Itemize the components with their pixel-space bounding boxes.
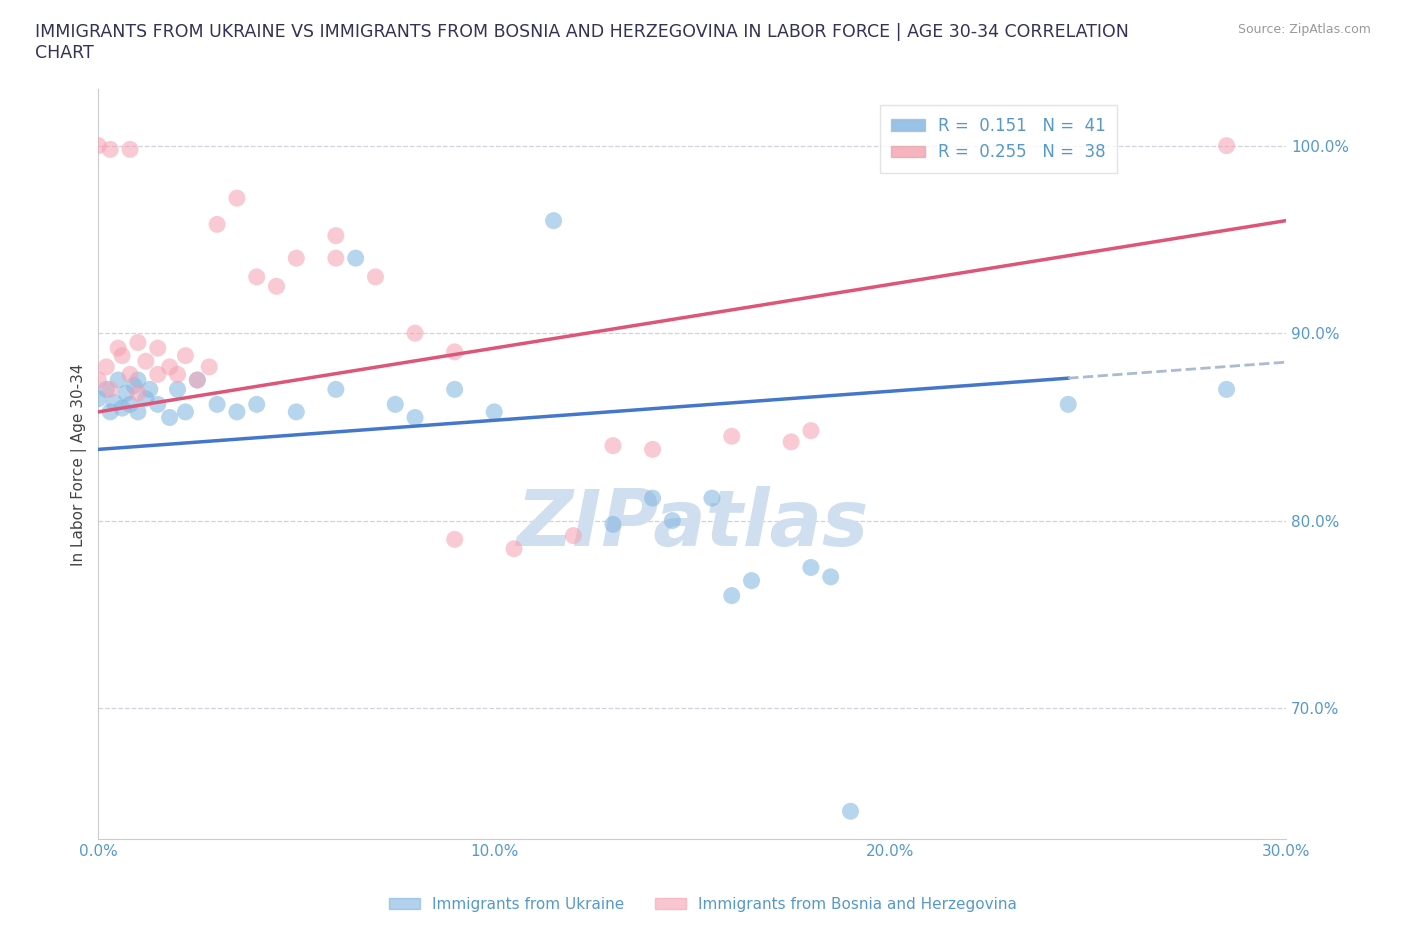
Point (602, 517, 624, 532)
Point (225, 191, 247, 206)
Point (111, 348, 134, 363)
Point (285, 405, 308, 419)
Legend: R =  0.151   N =  41, R =  0.255   N =  38: R = 0.151 N = 41, R = 0.255 N = 38 (880, 105, 1118, 173)
Point (118, 367, 141, 382)
Point (146, 340, 169, 355)
Text: ZIPatlas: ZIPatlas (516, 486, 869, 563)
Point (127, 335, 149, 350)
Point (741, 573, 763, 588)
Point (146, 367, 169, 382)
Point (503, 541, 526, 556)
Point (285, 251, 308, 266)
Point (641, 442, 664, 457)
Point (562, 528, 585, 543)
Point (118, 397, 141, 412)
Point (118, 142, 141, 157)
Point (98, 142, 121, 157)
Point (174, 348, 197, 363)
Point (543, 213, 565, 228)
Point (225, 405, 247, 419)
Text: IMMIGRANTS FROM UKRAINE VS IMMIGRANTS FROM BOSNIA AND HERZEGOVINA IN LABOR FORCE: IMMIGRANTS FROM UKRAINE VS IMMIGRANTS FR… (35, 23, 1129, 62)
Point (115, 386, 138, 401)
Point (266, 279, 288, 294)
Point (135, 353, 157, 368)
Text: Source: ZipAtlas.com: Source: ZipAtlas.com (1237, 23, 1371, 36)
Point (107, 373, 129, 388)
Point (820, 569, 842, 584)
Point (98, 382, 121, 397)
Point (246, 270, 269, 285)
Point (1057, 397, 1080, 412)
Point (641, 491, 664, 506)
Point (364, 270, 387, 285)
Point (166, 367, 188, 382)
Point (325, 228, 347, 243)
Point (87, 392, 110, 406)
Point (96, 359, 118, 374)
Point (602, 438, 624, 453)
Point (159, 359, 181, 374)
Point (1215, 382, 1237, 397)
Point (325, 251, 347, 266)
Point (720, 588, 742, 603)
Point (127, 373, 149, 388)
Point (186, 373, 208, 388)
Point (205, 217, 228, 232)
Point (1215, 139, 1237, 153)
Point (443, 344, 465, 359)
Point (246, 397, 269, 412)
Point (122, 379, 145, 393)
Point (443, 532, 465, 547)
Point (127, 386, 149, 401)
Point (780, 434, 803, 449)
Point (103, 395, 125, 410)
Point (484, 405, 506, 419)
Point (839, 804, 862, 818)
Point (174, 405, 197, 419)
Point (96, 382, 118, 397)
Point (325, 382, 347, 397)
Point (661, 513, 683, 528)
Point (800, 423, 823, 438)
Point (146, 397, 169, 412)
Point (166, 382, 188, 397)
Point (186, 373, 208, 388)
Point (87, 139, 110, 153)
Point (198, 359, 221, 374)
Point (107, 340, 129, 355)
Point (139, 382, 162, 397)
Point (87, 373, 110, 388)
Point (205, 397, 228, 412)
Point (384, 397, 406, 412)
Point (111, 401, 134, 416)
Y-axis label: In Labor Force | Age 30-34: In Labor Force | Age 30-34 (72, 363, 87, 565)
Point (720, 429, 742, 444)
Point (135, 392, 157, 406)
Point (159, 410, 181, 425)
Point (344, 251, 367, 266)
Point (404, 410, 426, 425)
Point (800, 560, 823, 575)
Point (98, 405, 121, 419)
Point (404, 326, 426, 340)
Point (443, 382, 465, 397)
Point (127, 405, 149, 419)
Point (700, 491, 723, 506)
Legend: Immigrants from Ukraine, Immigrants from Bosnia and Herzegovina: Immigrants from Ukraine, Immigrants from… (384, 891, 1022, 918)
